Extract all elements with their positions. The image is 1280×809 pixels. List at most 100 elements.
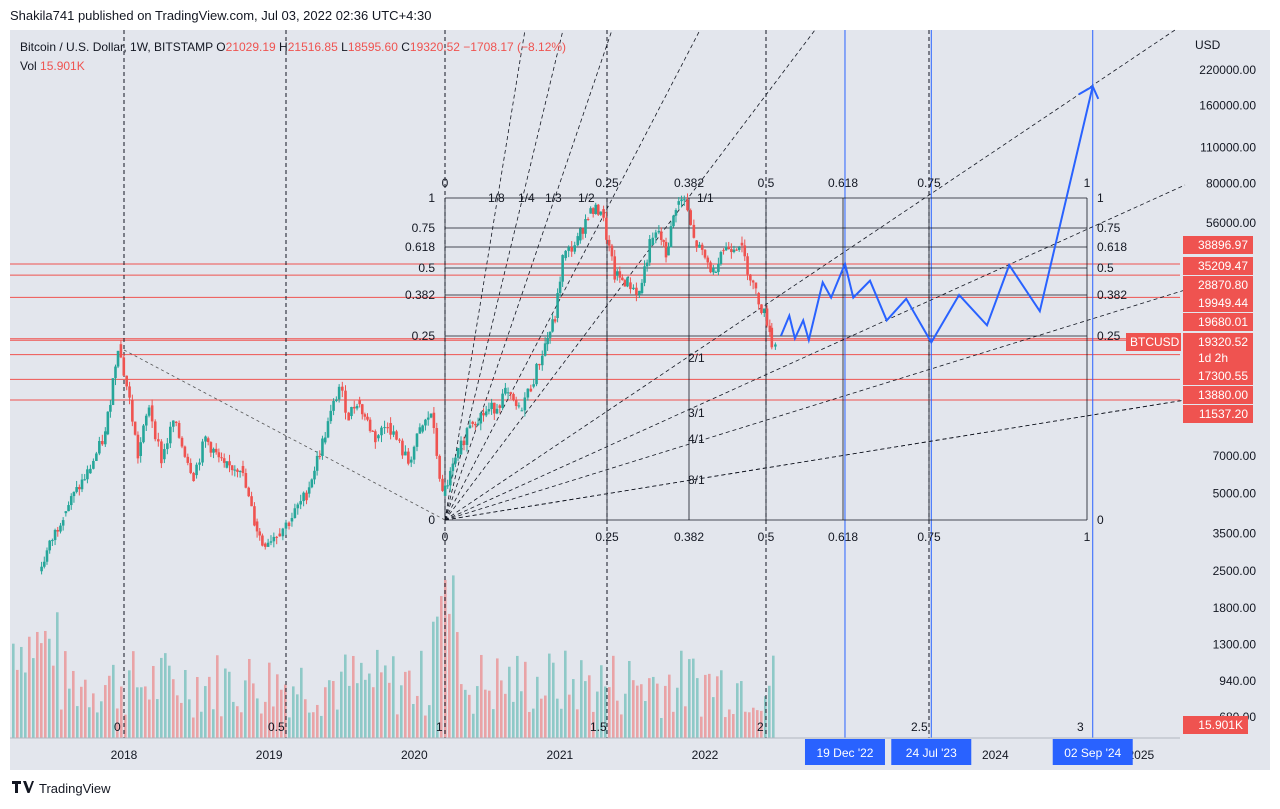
candle-body xyxy=(133,421,137,435)
candle-body xyxy=(72,491,76,497)
volume-bar xyxy=(620,714,623,738)
volume-bar xyxy=(412,703,415,738)
volume-bar xyxy=(524,661,527,738)
volume-bar xyxy=(92,693,95,738)
candle-body xyxy=(526,388,530,398)
candle-body xyxy=(352,406,356,409)
candle-body xyxy=(482,412,485,416)
ohlc-low: 18595.60 xyxy=(347,40,398,54)
candle-body xyxy=(174,421,178,423)
last-price-countdown: 1d 2h xyxy=(1198,351,1228,365)
volume-bar xyxy=(692,658,695,738)
candle-body xyxy=(217,452,221,458)
candle-body xyxy=(418,427,422,434)
candle-body xyxy=(501,393,504,408)
candle-body xyxy=(106,411,110,435)
candle-body xyxy=(189,462,192,473)
volume-bar xyxy=(404,671,407,738)
candle-body xyxy=(86,469,89,480)
candle-body xyxy=(201,441,204,463)
cycle-label: 3 xyxy=(1077,720,1084,734)
candle-body xyxy=(471,421,474,424)
volume-bar xyxy=(308,712,311,738)
candle-body xyxy=(640,282,644,294)
price-level-badge-label: 38896.97 xyxy=(1198,238,1248,252)
volume-bar xyxy=(560,708,563,738)
last-price-label: 19320.52 xyxy=(1198,335,1248,349)
candle-body xyxy=(122,357,126,376)
price-level-badge-label: 19949.44 xyxy=(1198,296,1248,310)
volume-bar xyxy=(256,698,259,738)
volume-bar xyxy=(596,691,599,738)
volume-bar xyxy=(540,698,543,738)
footer-brand: TradingView xyxy=(39,781,111,796)
volume-bar xyxy=(76,706,79,738)
volume-bar xyxy=(336,709,339,738)
volume-badge xyxy=(1183,716,1248,734)
gann-fan-label: 1/8 xyxy=(488,191,505,205)
volume-bar xyxy=(480,654,483,738)
candle-body xyxy=(78,487,81,490)
candle-body xyxy=(754,282,758,289)
fib-time-label-top: 0.5 xyxy=(758,176,775,190)
candle-body xyxy=(80,479,84,490)
volume-bar xyxy=(460,684,463,738)
candle-body xyxy=(567,247,570,251)
volume-bar xyxy=(700,716,703,738)
candle-body xyxy=(371,430,375,432)
cycle-label: 0.5 xyxy=(268,720,285,734)
volume-bar xyxy=(188,699,191,738)
candle-body xyxy=(389,422,392,435)
volume-bar xyxy=(280,689,283,738)
volume-bar xyxy=(168,665,171,738)
candle-body xyxy=(261,535,264,546)
volume-bar xyxy=(240,712,243,738)
volume-bars xyxy=(12,575,775,738)
volume-bar xyxy=(132,651,135,738)
volume-bar xyxy=(456,632,459,738)
volume-bar xyxy=(124,714,127,738)
volume-bar xyxy=(712,697,715,738)
candle-body xyxy=(459,440,463,455)
volume-bar xyxy=(608,687,611,738)
gann-fan-line xyxy=(444,29,526,521)
candle-body xyxy=(443,485,447,496)
volume-bar xyxy=(148,699,151,738)
candle-body xyxy=(556,293,559,319)
candle-body xyxy=(535,363,538,385)
volume-bar xyxy=(720,670,723,738)
candle-body xyxy=(415,433,419,447)
volume-bar xyxy=(28,636,31,738)
candle-body xyxy=(51,540,54,542)
candle-body xyxy=(42,561,46,567)
volume-bar xyxy=(84,679,87,738)
candle-body xyxy=(198,462,201,465)
volume-bar xyxy=(392,656,395,738)
volume-bar xyxy=(172,679,175,738)
volume-bar xyxy=(500,680,503,738)
candle-body xyxy=(228,461,231,466)
fib-level-label-right: 0.25 xyxy=(1097,329,1121,343)
candle-body xyxy=(730,249,733,253)
volume-bar xyxy=(440,596,443,738)
candle-body xyxy=(672,215,675,227)
candle-body xyxy=(648,239,652,263)
candle-body xyxy=(139,442,143,456)
volume-bar xyxy=(32,658,35,738)
candle-body xyxy=(160,441,163,464)
candle-body xyxy=(366,416,369,420)
volume-bar xyxy=(448,613,451,738)
volume-bar xyxy=(476,686,479,738)
fib-level-label-right: 0 xyxy=(1097,513,1104,527)
candle-body xyxy=(517,405,521,407)
price-level-badge xyxy=(1183,313,1253,331)
cycle-label: 2 xyxy=(757,720,764,734)
candle-body xyxy=(424,419,427,426)
gann-fan-line xyxy=(444,399,1186,521)
candle-body xyxy=(225,461,229,468)
volume-bar xyxy=(260,713,263,738)
x-tick-label: 2018 xyxy=(111,748,138,762)
volume-bar xyxy=(140,687,143,738)
candle-body xyxy=(512,393,515,401)
